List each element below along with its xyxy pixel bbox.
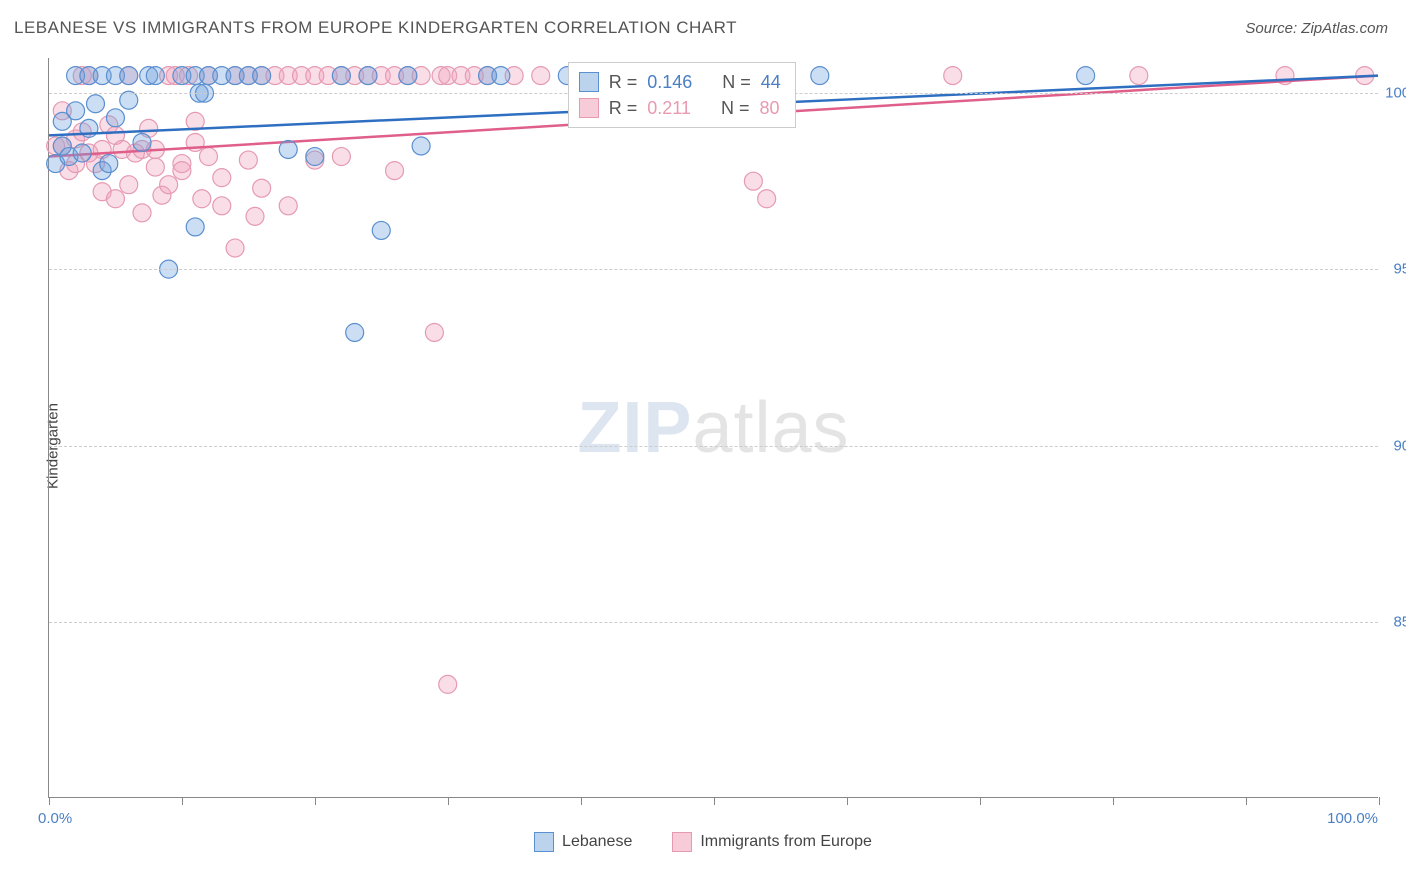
legend-label-europe: Immigrants from Europe (700, 833, 872, 851)
source-name: ZipAtlas.com (1301, 20, 1388, 37)
data-point (133, 133, 151, 151)
source-attribution: Source: ZipAtlas.com (1245, 20, 1388, 37)
x-tick (847, 797, 848, 805)
data-point (532, 67, 550, 85)
n-label: N = (722, 69, 751, 95)
gridline (49, 269, 1378, 270)
data-point (67, 102, 85, 120)
data-point (146, 67, 164, 85)
data-point (106, 109, 124, 127)
data-point (246, 207, 264, 225)
data-point (332, 67, 350, 85)
legend-swatch-lebanese (534, 832, 554, 852)
data-point (173, 162, 191, 180)
legend-item-europe: Immigrants from Europe (672, 832, 872, 852)
n-value: 80 (759, 95, 779, 121)
gridline (49, 446, 1378, 447)
r-label: R = (609, 69, 638, 95)
x-tick (315, 797, 316, 805)
x-tick (581, 797, 582, 805)
n-label: N = (721, 95, 750, 121)
data-point (120, 67, 138, 85)
data-point (226, 239, 244, 257)
legend-swatch-europe (672, 832, 692, 852)
correlation-legend: R = 0.146 N = 44 R = 0.211 N = 80 (568, 62, 796, 128)
data-point (193, 190, 211, 208)
x-axis-max-label: 100.0% (1327, 810, 1378, 827)
y-tick-label: 90.0% (1384, 437, 1406, 454)
source-prefix: Source: (1245, 20, 1301, 37)
data-point (279, 141, 297, 159)
data-point (744, 172, 762, 190)
correlation-row: R = 0.211 N = 80 (579, 95, 781, 121)
data-point (253, 67, 271, 85)
x-tick (714, 797, 715, 805)
r-value: 0.146 (647, 69, 692, 95)
data-point (492, 67, 510, 85)
data-point (425, 323, 443, 341)
legend-label-lebanese: Lebanese (562, 833, 632, 851)
y-tick-label: 85.0% (1384, 613, 1406, 630)
x-tick (49, 797, 50, 805)
data-point (412, 137, 430, 155)
data-point (186, 218, 204, 236)
legend-item-lebanese: Lebanese (534, 832, 632, 852)
data-point (160, 176, 178, 194)
chart-svg-layer (49, 58, 1378, 797)
data-point (1077, 67, 1095, 85)
x-tick (1246, 797, 1247, 805)
y-tick-label: 95.0% (1384, 261, 1406, 278)
gridline (49, 622, 1378, 623)
data-point (346, 323, 364, 341)
data-point (332, 148, 350, 166)
y-tick-label: 100.0% (1384, 85, 1406, 102)
data-point (399, 67, 417, 85)
x-tick (1379, 797, 1380, 805)
data-point (213, 197, 231, 215)
x-tick (1113, 797, 1114, 805)
data-point (811, 67, 829, 85)
x-axis-min-label: 0.0% (38, 810, 72, 827)
data-point (1130, 67, 1148, 85)
correlation-swatch (579, 72, 599, 92)
data-point (279, 197, 297, 215)
data-point (439, 675, 457, 693)
data-point (359, 67, 377, 85)
data-point (239, 151, 257, 169)
chart-plot-area: ZIPatlas 85.0%90.0%95.0%100.0%R =0.146 N… (48, 58, 1378, 798)
data-point (386, 162, 404, 180)
data-point (133, 204, 151, 222)
data-point (944, 67, 962, 85)
data-point (146, 158, 164, 176)
r-label: R = (609, 95, 638, 121)
x-tick (448, 797, 449, 805)
data-point (73, 144, 91, 162)
r-value: 0.211 (647, 95, 691, 121)
data-point (120, 176, 138, 194)
correlation-row: R = 0.146 N = 44 (579, 69, 781, 95)
x-tick (182, 797, 183, 805)
x-tick (980, 797, 981, 805)
data-point (253, 179, 271, 197)
chart-title: LEBANESE VS IMMIGRANTS FROM EUROPE KINDE… (14, 18, 737, 38)
n-value: 44 (761, 69, 781, 95)
data-point (87, 95, 105, 113)
data-point (306, 148, 324, 166)
correlation-swatch (579, 98, 599, 118)
data-point (372, 221, 390, 239)
data-point (106, 190, 124, 208)
data-point (100, 155, 118, 173)
bottom-legend: Lebanese Immigrants from Europe (0, 832, 1406, 852)
data-point (758, 190, 776, 208)
data-point (213, 169, 231, 187)
data-point (199, 148, 217, 166)
